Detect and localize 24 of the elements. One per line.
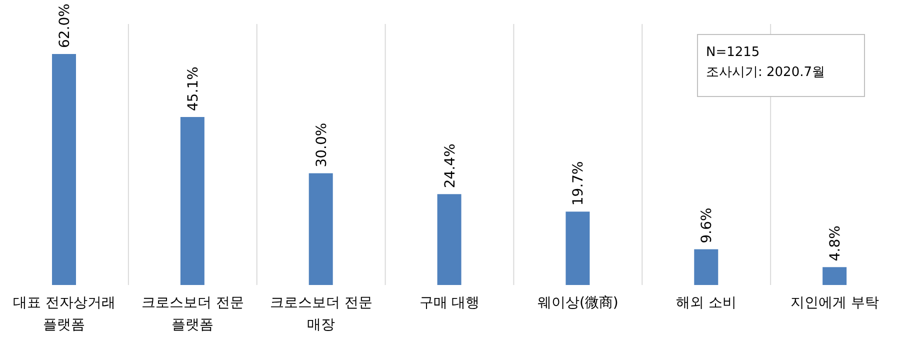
bar bbox=[566, 212, 590, 285]
x-tick-label: 크로스보더 전문 매장 bbox=[270, 295, 372, 333]
x-tick-label: 웨이상(微商) bbox=[537, 295, 618, 311]
x-tick-label: 크로스보더 전문 플랫폼 bbox=[141, 295, 244, 333]
bar bbox=[694, 249, 718, 285]
annotation: N=1215 bbox=[706, 44, 761, 62]
data-label: 9.6% bbox=[699, 208, 716, 244]
x-tick-label: 대표 전자상거래 플랫폼 bbox=[12, 295, 116, 333]
annotation: 조사시기: 2020.7월 bbox=[706, 64, 826, 82]
data-label: 45.1% bbox=[185, 66, 202, 111]
bar bbox=[180, 116, 204, 285]
data-label: 19.7% bbox=[570, 161, 587, 206]
data-label: 4.8% bbox=[828, 226, 844, 262]
x-tick-label: 지인에게 부탁 bbox=[790, 295, 880, 311]
bar bbox=[437, 194, 462, 285]
data-label: 24.4% bbox=[442, 144, 458, 188]
bar bbox=[308, 173, 333, 285]
x-tick-label: 해외 소비 bbox=[676, 295, 737, 311]
data-label: 62.0% bbox=[57, 4, 73, 48]
bar bbox=[822, 267, 847, 285]
x-tick-label: 구매 대행 bbox=[419, 295, 480, 311]
note-box: N=1215 조사시기: 2020.7월 bbox=[697, 34, 865, 97]
bar bbox=[52, 54, 76, 285]
data-label: 30.0% bbox=[314, 122, 330, 168]
